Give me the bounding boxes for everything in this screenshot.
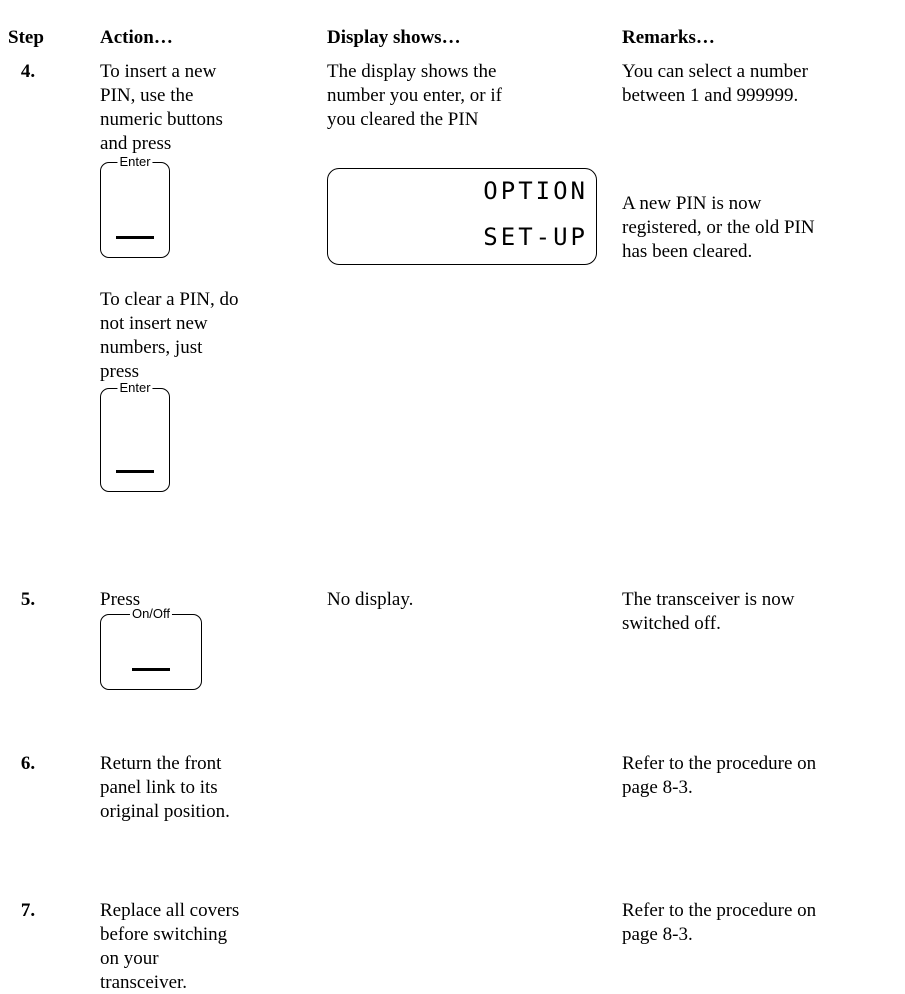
action-text: press xyxy=(100,361,140,382)
remark-text: The transceiver is now xyxy=(622,589,795,610)
remark-text: has been cleared. xyxy=(622,241,753,262)
remark-text: switched off. xyxy=(622,613,721,634)
button-label: Enter xyxy=(117,380,153,396)
action-text: panel link to its xyxy=(100,777,218,798)
step-number: 4. xyxy=(20,61,36,82)
action-text: numeric buttons xyxy=(100,109,223,130)
column-header: Display shows… xyxy=(327,27,461,48)
display-text: you cleared the PIN xyxy=(327,109,479,130)
button-label: Enter xyxy=(117,154,153,170)
button-bar xyxy=(116,470,154,473)
button-icon: On/Off xyxy=(100,606,202,690)
action-text: and press xyxy=(100,133,172,154)
remark-text: Refer to the procedure on xyxy=(622,900,817,921)
button-bar xyxy=(116,236,154,239)
display-text: number you enter, or if xyxy=(327,85,502,106)
lcd-line: OPTION xyxy=(483,177,588,205)
action-text: Replace all covers xyxy=(100,900,240,921)
action-text: To clear a PIN, do xyxy=(100,289,239,310)
action-text: numbers, just xyxy=(100,337,203,358)
remark-text: page 8-3. xyxy=(622,777,693,798)
action-text: PIN, use the xyxy=(100,85,194,106)
button-icon: Enter xyxy=(100,380,170,492)
column-header: Action… xyxy=(100,27,173,48)
column-header: Step xyxy=(8,27,44,48)
action-text: not insert new xyxy=(100,313,208,334)
column-header: Remarks… xyxy=(622,27,715,48)
action-text: Press xyxy=(100,589,141,610)
remark-text: You can select a number xyxy=(622,61,808,82)
action-text: original position. xyxy=(100,801,230,822)
action-text: transceiver. xyxy=(100,972,188,993)
remark-text: registered, or the old PIN xyxy=(622,217,815,238)
button-bar xyxy=(132,668,170,671)
lcd-display: OPTION SET-UP xyxy=(327,168,597,265)
remark-text: between 1 and 999999. xyxy=(622,85,799,106)
button-label: On/Off xyxy=(129,606,173,622)
lcd-line: SET-UP xyxy=(483,223,588,251)
remark-text: A new PIN is now xyxy=(622,193,762,214)
action-text: Return the front xyxy=(100,753,222,774)
step-number: 6. xyxy=(20,753,36,774)
remark-text: page 8-3. xyxy=(622,924,693,945)
step-number: 7. xyxy=(20,900,36,921)
button-icon: Enter xyxy=(100,154,170,258)
action-text: To insert a new xyxy=(100,61,217,82)
step-number: 5. xyxy=(20,589,36,610)
display-text: No display. xyxy=(327,589,414,610)
display-text: The display shows the xyxy=(327,61,497,82)
remark-text: Refer to the procedure on xyxy=(622,753,817,774)
action-text: before switching xyxy=(100,924,228,945)
action-text: on your xyxy=(100,948,159,969)
